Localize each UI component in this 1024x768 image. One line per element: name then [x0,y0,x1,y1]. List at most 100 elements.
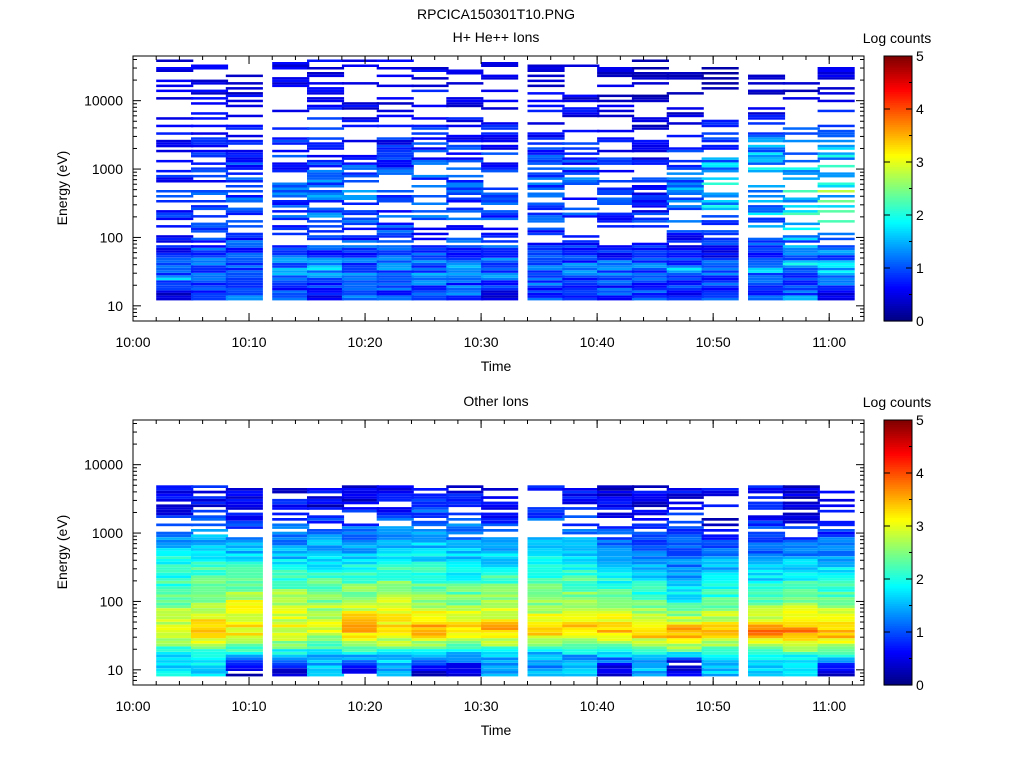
heatmap-cell [701,646,739,650]
heatmap-cell [307,586,345,589]
heatmap-cell [597,277,635,281]
heatmap-cell [481,542,519,546]
heatmap-cell [446,292,484,296]
heatmap-cell [631,119,669,123]
heatmap-cell [562,605,600,609]
heatmap-cell [817,69,855,72]
heatmap-cell [481,504,519,508]
heatmap-cell [782,200,820,203]
colorbar-segment [884,272,912,276]
heatmap-cell [481,290,519,293]
heatmap-cell [191,550,229,554]
heatmap-cell [666,559,704,562]
colorbar-segment [884,256,912,260]
heatmap-cell [191,534,229,538]
heatmap-cell [562,501,600,505]
heatmap-cell [782,267,820,271]
heatmap-cell [666,272,704,276]
heatmap-cell [341,272,379,276]
colorbar-segment [884,658,912,662]
heatmap-cell [562,297,600,301]
heatmap-cell [817,280,855,283]
heatmap-cell [191,272,229,276]
heatmap-cell [817,534,855,538]
heatmap-cell [631,292,669,296]
heatmap-cell [701,260,739,263]
colorbar-tick-label: 1 [916,260,924,276]
colorbar-segment [884,148,912,152]
heatmap-cell [446,72,484,75]
heatmap-cell [748,114,786,118]
heatmap-cell [376,252,414,256]
heatmap-cell [748,561,786,565]
heatmap-cell [817,260,855,263]
heatmap-cell [411,640,449,644]
heatmap-cell [411,117,449,120]
heatmap-cell [481,215,519,218]
heatmap-cell [666,114,704,118]
heatmap-cell [562,282,600,286]
heatmap-cell [562,608,600,611]
heatmap-cell [666,235,704,238]
heatmap-cell [748,295,786,298]
heatmap-cell [782,127,820,130]
heatmap-cell [225,290,263,293]
heatmap-cell [748,257,786,261]
heatmap-cell [307,159,345,163]
heatmap-cell [562,295,600,298]
heatmap-cell [597,578,635,581]
heatmap-cell [272,488,310,491]
heatmap-cell [817,638,855,641]
heatmap-cell [191,64,229,67]
heatmap-cell [562,627,600,630]
heatmap-cell [666,578,704,581]
colorbar-segment [884,574,912,578]
heatmap-cell [272,501,310,505]
colorbar-segment [884,197,912,201]
heatmap-cell [666,668,704,671]
heatmap-cell [225,662,263,666]
heatmap-cell [562,112,600,115]
heatmap-cell [411,250,449,253]
heatmap-cell [748,583,786,587]
colorbar-segment [884,601,912,604]
heatmap-cell [446,580,484,584]
heatmap-cell [481,556,519,559]
heatmap-cell [341,255,379,258]
heatmap-cell [307,142,345,145]
heatmap-cell [156,567,194,570]
heatmap-cell [666,187,704,190]
heatmap-cell [631,59,669,62]
heatmap-cell [817,67,855,70]
heatmap-cell [562,242,600,246]
heatmap-cell [307,673,345,677]
heatmap-cell [341,534,379,538]
heatmap-cell [446,665,484,669]
heatmap-cell [376,152,414,155]
heatmap-cell [156,569,194,573]
heatmap-cell [527,537,565,540]
heatmap-cell [272,597,310,600]
heatmap-cell [631,490,669,494]
heatmap-cell [272,673,310,677]
heatmap-cell [446,567,484,570]
heatmap-cell [225,292,263,296]
heatmap-cell [225,250,263,253]
colorbar-segment [884,548,912,551]
heatmap-cell [597,149,635,153]
heatmap-cell [782,624,820,628]
heatmap-cell [225,608,263,611]
heatmap-cell [748,280,786,283]
heatmap-cell [341,613,379,617]
heatmap-cell [446,290,484,293]
heatmap-cell [631,142,669,145]
heatmap-cell [748,651,786,655]
heatmap-cell [817,490,855,494]
colorbar-segment [884,623,912,626]
colorbar-tick-label: 2 [916,571,924,587]
heatmap-cell [341,282,379,286]
heatmap-cell [481,235,519,238]
colorbar-segment [884,283,912,287]
heatmap-cell [446,182,484,185]
heatmap-cell [666,534,704,538]
